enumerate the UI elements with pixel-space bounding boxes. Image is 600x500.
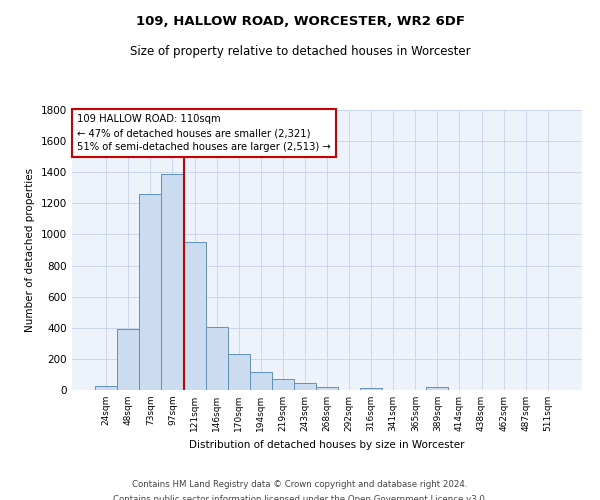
Text: Contains HM Land Registry data © Crown copyright and database right 2024.: Contains HM Land Registry data © Crown c… xyxy=(132,480,468,489)
Text: 109 HALLOW ROAD: 110sqm
← 47% of detached houses are smaller (2,321)
51% of semi: 109 HALLOW ROAD: 110sqm ← 47% of detache… xyxy=(77,114,331,152)
Bar xyxy=(360,388,382,390)
Bar xyxy=(227,354,250,390)
X-axis label: Distribution of detached houses by size in Worcester: Distribution of detached houses by size … xyxy=(189,440,465,450)
Bar xyxy=(294,382,316,390)
Bar xyxy=(250,372,272,390)
Text: Size of property relative to detached houses in Worcester: Size of property relative to detached ho… xyxy=(130,45,470,58)
Bar xyxy=(139,194,161,390)
Y-axis label: Number of detached properties: Number of detached properties xyxy=(25,168,35,332)
Text: Contains public sector information licensed under the Open Government Licence v3: Contains public sector information licen… xyxy=(113,495,487,500)
Text: 109, HALLOW ROAD, WORCESTER, WR2 6DF: 109, HALLOW ROAD, WORCESTER, WR2 6DF xyxy=(136,15,464,28)
Bar xyxy=(184,242,206,390)
Bar xyxy=(117,330,139,390)
Bar xyxy=(427,387,448,390)
Bar xyxy=(161,174,184,390)
Bar xyxy=(95,386,117,390)
Bar xyxy=(316,386,338,390)
Bar xyxy=(272,379,294,390)
Bar xyxy=(206,327,227,390)
